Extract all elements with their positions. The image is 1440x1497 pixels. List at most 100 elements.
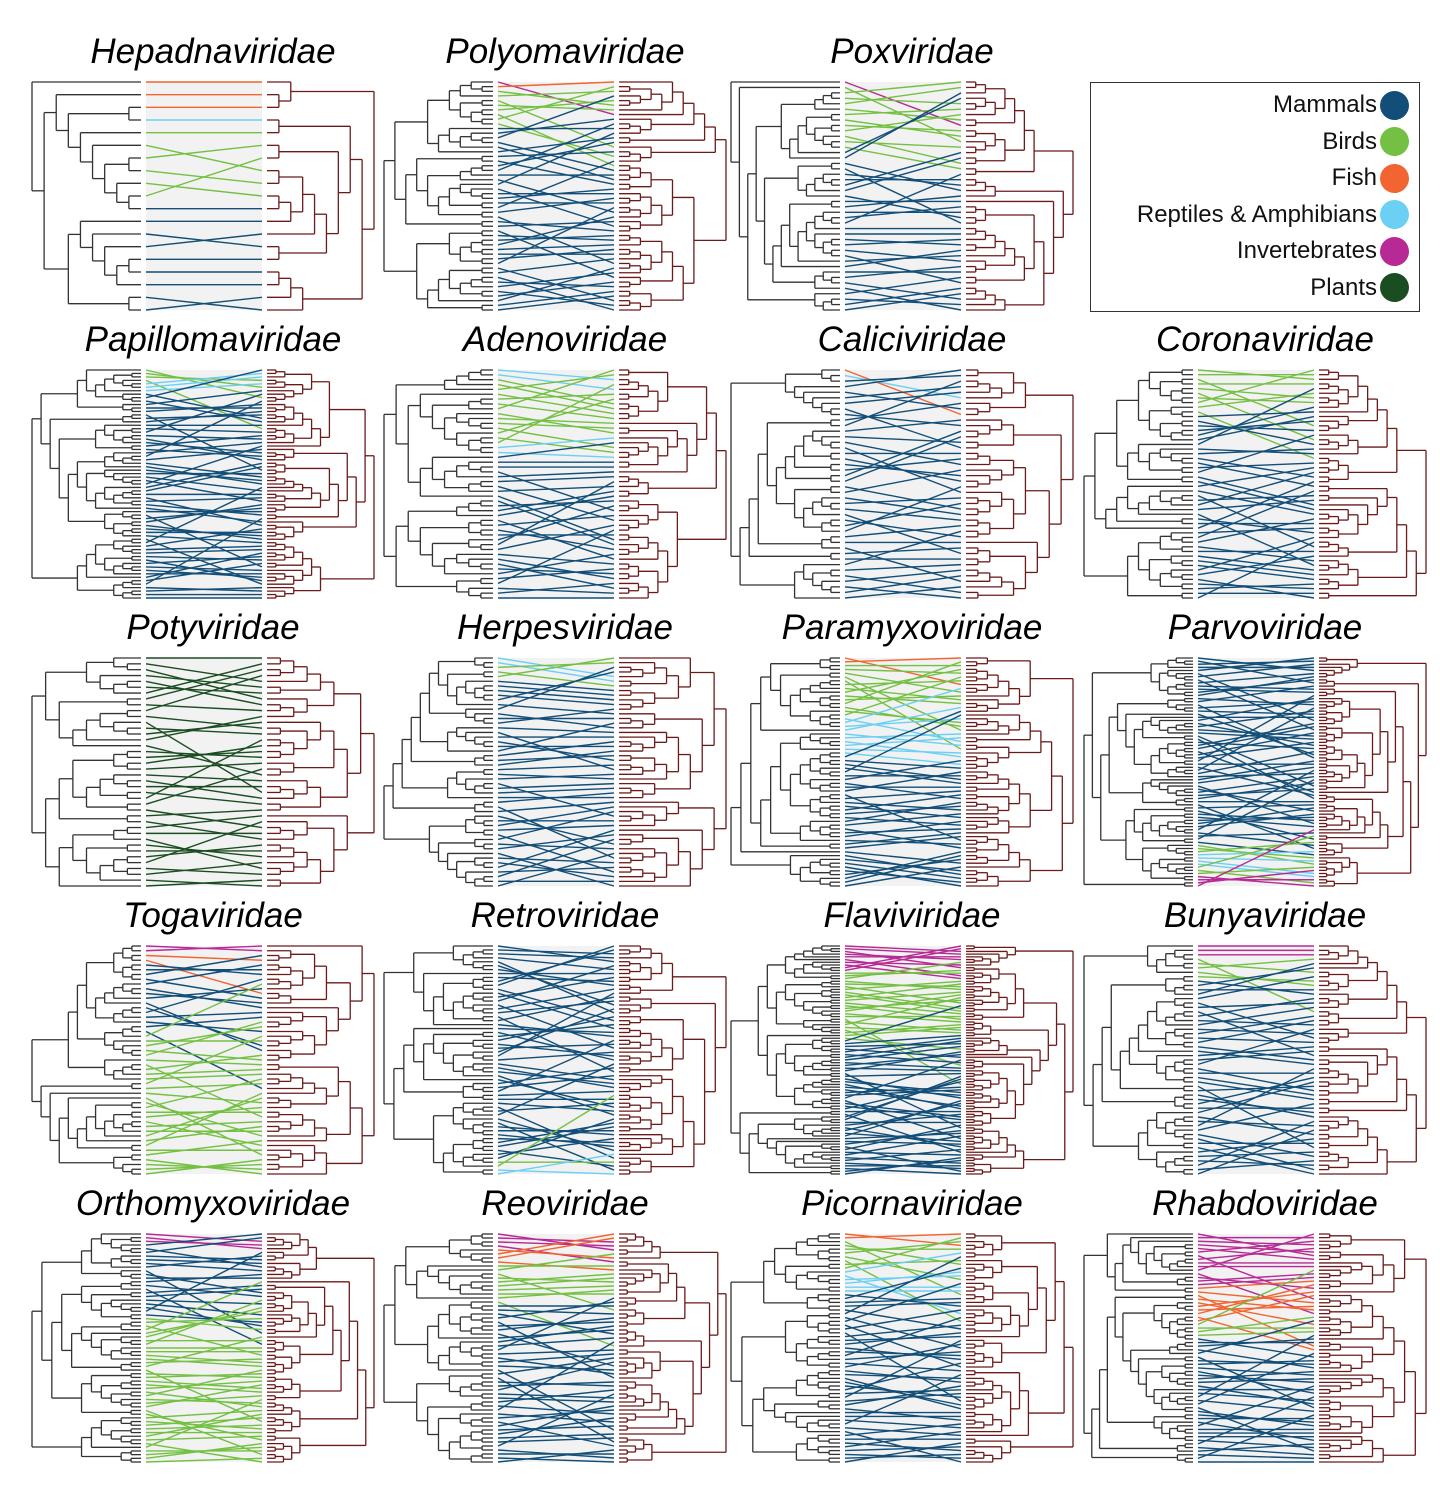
host-virus-link-mammals	[1197, 578, 1315, 599]
host-virus-link-birds	[844, 124, 962, 132]
host-virus-link-birds	[497, 412, 615, 434]
host-virus-link-reptiles	[844, 718, 962, 728]
host-virus-link-reptiles	[497, 661, 615, 682]
host-virus-link-mammals	[497, 95, 615, 139]
host-virus-link-mammals	[497, 234, 615, 241]
host-virus-link-mammals	[844, 862, 962, 880]
host-virus-link-birds	[497, 123, 615, 158]
host-virus-link-mammals	[844, 835, 962, 849]
host-virus-link-mammals	[497, 727, 615, 734]
host-virus-link-birds	[844, 141, 962, 148]
host-virus-link-mammals	[145, 369, 263, 399]
host-virus-link-mammals	[844, 547, 962, 555]
host-virus-link-birds	[145, 1097, 263, 1156]
host-virus-link-mammals	[497, 563, 615, 589]
host-virus-link-birds	[1197, 866, 1315, 875]
host-virus-link-mammals	[497, 471, 615, 478]
host-virus-link-mammals	[497, 553, 615, 575]
host-virus-link-mammals	[1197, 513, 1315, 567]
host-virus-link-mammals	[1197, 480, 1315, 511]
host-virus-link-mammals	[1197, 672, 1315, 684]
host-virus-link-mammals	[844, 820, 962, 838]
host-virus-link-mammals	[497, 207, 615, 265]
host-virus-link-mammals	[497, 764, 615, 771]
host-virus-link-mammals	[497, 1004, 615, 1049]
host-virus-link-mammals	[497, 197, 615, 213]
host-virus-link-mammals	[1197, 813, 1315, 828]
host-virus-link-mammals	[145, 410, 263, 423]
host-virus-link-mammals	[844, 569, 962, 583]
host-virus-link-birds	[497, 374, 615, 391]
host-virus-link-birds	[497, 403, 615, 420]
host-virus-link-mammals	[844, 436, 962, 443]
host-virus-link-mammals	[1197, 782, 1315, 800]
host-virus-link-mammals	[497, 834, 615, 873]
host-virus-link-mammals	[1197, 420, 1315, 446]
host-virus-link-mammals	[844, 419, 962, 432]
host-virus-link-mammals	[145, 390, 263, 406]
host-virus-link-mammals	[1197, 804, 1315, 809]
tanglegram-panel: Paramyxoviridae	[727, 606, 1077, 894]
tanglegram-panel: Polyomaviridae	[380, 30, 730, 318]
host-virus-link-mammals	[497, 123, 615, 172]
host-virus-link-mammals	[497, 295, 615, 311]
host-virus-link-plants	[145, 821, 263, 864]
host-virus-link-birds	[844, 97, 962, 105]
host-virus-link-mammals	[145, 517, 263, 585]
host-virus-link-birds	[497, 1094, 615, 1167]
panel-title: Herpesviridae	[457, 608, 673, 647]
host-virus-link-plants	[145, 674, 263, 712]
host-virus-link-reptiles	[497, 451, 615, 459]
host-virus-link-plants	[145, 663, 263, 694]
host-virus-link-mammals	[1197, 676, 1315, 697]
panel-title: Hepadnaviridae	[90, 32, 336, 71]
host-virus-link-mammals	[497, 671, 615, 701]
host-virus-link-birds	[497, 422, 615, 429]
panel-title: Togaviridae	[123, 896, 303, 935]
host-virus-link-birds	[844, 86, 962, 105]
host-virus-link-mammals	[145, 441, 263, 454]
host-virus-link-mammals	[497, 220, 615, 227]
host-virus-link-mammals	[145, 428, 263, 433]
host-virus-link-mammals	[1197, 769, 1315, 831]
host-virus-link-plants	[145, 674, 263, 688]
host-virus-link-mammals	[844, 502, 962, 527]
host-virus-link-reptiles	[1197, 850, 1315, 856]
host-virus-link-mammals	[497, 179, 615, 213]
host-virus-link-birds	[145, 983, 263, 1037]
tangle-background	[1198, 370, 1314, 598]
host-virus-link-mammals	[1197, 707, 1315, 772]
host-virus-link-mammals	[497, 787, 615, 794]
host-virus-link-mammals	[1197, 697, 1315, 722]
host-virus-link-mammals	[844, 413, 962, 427]
host-virus-link-mammals	[1197, 738, 1315, 800]
host-virus-link-mammals	[844, 157, 962, 192]
host-virus-link-mammals	[844, 547, 962, 582]
host-virus-link-mammals	[1197, 490, 1315, 539]
host-virus-link-birds	[497, 398, 615, 434]
host-virus-link-mammals	[844, 513, 962, 555]
tanglegram-panel: Adenoviridae	[380, 318, 730, 606]
host-virus-link-mammals	[497, 248, 615, 260]
host-virus-link-mammals	[1197, 732, 1315, 756]
host-virus-link-mammals	[844, 790, 962, 800]
host-virus-link-birds	[844, 687, 962, 701]
host-virus-link-mammals	[497, 988, 615, 1010]
host-virus-link-mammals	[844, 813, 962, 826]
host-virus-link-mammals	[1197, 420, 1315, 432]
host-virus-link-birds	[145, 1125, 263, 1142]
host-virus-link-birds	[497, 104, 615, 111]
tanglegram-panel: Coronaviridae	[1080, 318, 1430, 606]
host-virus-link-mammals	[844, 293, 962, 311]
host-virus-link-birds	[497, 379, 615, 405]
host-virus-link-mammals	[497, 1090, 615, 1097]
host-virus-link-mammals	[497, 1039, 615, 1093]
host-virus-link-mammals	[497, 996, 615, 1022]
host-virus-link-birds	[145, 1035, 263, 1085]
host-virus-link-birds	[1197, 378, 1315, 427]
tanglegram-panel: Herpesviridae	[380, 606, 730, 894]
host-virus-link-reptiles	[844, 706, 962, 731]
host-virus-link-mammals	[844, 530, 962, 566]
tanglegram	[31, 945, 375, 1175]
host-virus-link-birds	[145, 1106, 263, 1118]
